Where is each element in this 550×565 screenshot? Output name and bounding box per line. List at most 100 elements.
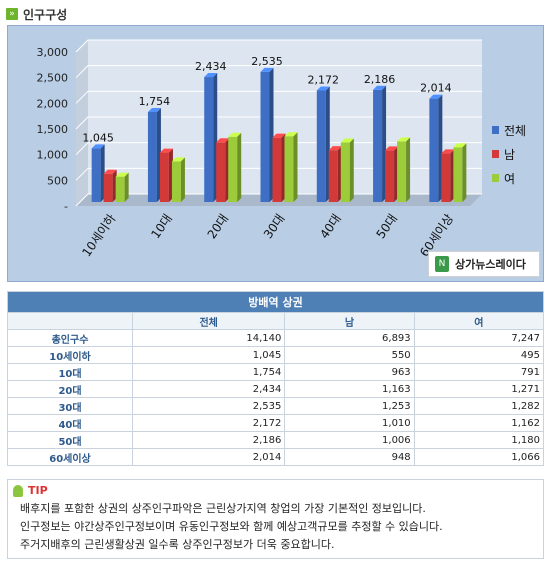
legend-label: 전체 [504, 124, 526, 138]
bar [147, 111, 157, 202]
bar [115, 176, 125, 202]
bar-top [340, 138, 354, 143]
bar [429, 98, 439, 202]
brand-logo-icon: N [435, 256, 449, 272]
bar [171, 161, 181, 202]
cell-female: 1,180 [413, 431, 545, 449]
table-row: 40대 2,172 1,010 1,162 [7, 414, 545, 432]
x-tick-label: 10세이하 [79, 212, 118, 260]
cell-total: 14,140 [131, 329, 286, 347]
bar-top [397, 137, 411, 142]
column-header-blank [7, 312, 133, 330]
bar-top [385, 146, 399, 151]
tip-box: TIP 배후지를 포함한 상권의 상주인구파악은 근린상가지역 창업의 가장 기… [7, 479, 544, 559]
table-row: 10대 1,754 963 791 [7, 363, 545, 381]
gridline [75, 65, 482, 79]
bar [216, 142, 226, 202]
tip-label: TIP [28, 484, 48, 497]
gridline [75, 90, 482, 104]
legend-label: 남 [504, 148, 515, 162]
lightbulb-icon [13, 484, 23, 497]
cell-total: 2,535 [131, 397, 286, 415]
table-row: 20대 2,434 1,163 1,271 [7, 380, 545, 398]
legend-swatch [492, 150, 499, 158]
data-label: 1,754 [139, 95, 171, 108]
cell-total: 2,014 [131, 448, 286, 466]
bar [385, 150, 395, 202]
tip-header: TIP [13, 484, 48, 497]
arrow-icon: » [6, 8, 18, 20]
y-tick-label: 2,000 [37, 97, 69, 110]
x-tick-label: 40대 [317, 212, 344, 242]
row-label: 30대 [7, 397, 133, 415]
bar [103, 173, 113, 202]
bar [204, 77, 214, 202]
cell-female: 1,282 [413, 397, 545, 415]
cell-total: 1,754 [131, 363, 286, 381]
row-label: 40대 [7, 414, 133, 432]
column-header-total: 전체 [131, 312, 286, 330]
bar [373, 89, 383, 202]
bar-top [441, 149, 455, 154]
row-label: 20대 [7, 380, 133, 398]
bar-top [216, 138, 230, 143]
table-caption: 방배역 상권 [7, 291, 544, 313]
bar [441, 153, 451, 202]
bar-side [406, 137, 411, 202]
bar-top [272, 133, 286, 138]
bar-top [91, 144, 105, 149]
population-chart: - 500 1,000 1,500 2,000 2,500 3,000 1,045 10세이하 1… [37, 39, 526, 260]
bar-top [429, 94, 443, 99]
cell-female: 791 [413, 363, 545, 381]
cell-male: 6,893 [284, 329, 415, 347]
table-row: 30대 2,535 1,253 1,282 [7, 397, 545, 415]
data-label: 2,186 [364, 73, 396, 86]
row-label: 총인구수 [7, 329, 133, 347]
legend-swatch [492, 126, 499, 134]
population-table: 방배역 상권 전체 남 여 총인구수 14,140 6,893 7,247 10세이하 1… [7, 291, 545, 466]
bar [316, 90, 326, 202]
data-label: 2,434 [195, 60, 227, 73]
table-row: 60세이상 2,014 948 1,066 [7, 448, 545, 466]
row-label: 60세이상 [7, 448, 133, 466]
table-row: 총인구수 14,140 6,893 7,247 [7, 329, 545, 347]
bar [397, 141, 407, 202]
gridline [75, 39, 482, 53]
bar-top [204, 73, 218, 78]
y-tick-label: 1,500 [37, 123, 69, 136]
section-title: 인구구성 [23, 7, 68, 22]
data-label: 2,535 [251, 55, 283, 68]
bar [91, 148, 101, 202]
x-tick-label: 10대 [148, 212, 175, 242]
brand-badge: N 상가뉴스레이다 [428, 251, 540, 277]
cell-male: 1,010 [284, 414, 415, 432]
bar-side [237, 132, 242, 202]
bar [340, 142, 350, 202]
data-label: 1,045 [82, 131, 114, 144]
tip-line: 인구정보는 야간상주인구정보이며 유동인구정보와 함께 예상고객규모를 추정할 … [20, 520, 443, 533]
legend-label: 여 [504, 172, 515, 186]
data-label: 2,172 [308, 74, 340, 87]
row-label: 50대 [7, 431, 133, 449]
bar-top [171, 157, 185, 162]
bar [228, 136, 238, 202]
bar-side [462, 143, 467, 202]
cell-male: 550 [284, 346, 415, 364]
tip-line: 주거지배후의 근린생활상권 일수록 상주인구정보가 더욱 중요합니다. [20, 538, 335, 551]
bar-top [373, 85, 387, 90]
bar-top [284, 132, 298, 137]
bar [453, 147, 463, 202]
cell-male: 1,163 [284, 380, 415, 398]
row-label: 10대 [7, 363, 133, 381]
bar-top [228, 132, 242, 137]
y-tick-label: 1,000 [37, 149, 69, 162]
cell-female: 495 [413, 346, 545, 364]
brand-name: 상가뉴스레이다 [455, 258, 526, 271]
column-header-male: 남 [284, 312, 415, 330]
bar-top [103, 169, 117, 174]
cell-male: 1,006 [284, 431, 415, 449]
bar-side [180, 157, 185, 202]
cell-female: 1,066 [413, 448, 545, 466]
table-caption-row: 방배역 상권 [7, 291, 544, 313]
y-tick-label: 3,000 [37, 46, 69, 59]
